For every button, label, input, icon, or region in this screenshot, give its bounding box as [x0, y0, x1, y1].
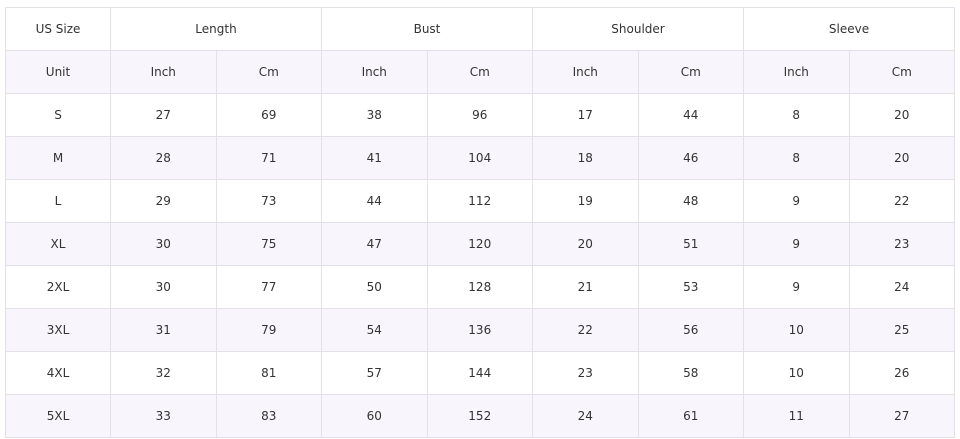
value-cell: 31 [110, 308, 217, 352]
unit-cell: Cm [848, 50, 955, 94]
value-cell: 53 [637, 265, 744, 309]
value-cell: 17 [532, 93, 639, 137]
value-cell: 9 [743, 222, 850, 266]
value-cell: 38 [321, 93, 428, 137]
value-cell: 47 [321, 222, 428, 266]
table-row: 3XL 31 79 54 136 22 56 10 25 [5, 308, 955, 352]
size-cell: M [5, 136, 111, 180]
value-cell: 48 [637, 179, 744, 223]
value-cell: 28 [110, 136, 217, 180]
value-cell: 44 [321, 179, 428, 223]
size-chart-table: US Size Length Bust Shoulder Sleeve Unit… [5, 7, 955, 438]
length-header: Length [110, 7, 322, 51]
value-cell: 112 [426, 179, 533, 223]
table-row: 4XL 32 81 57 144 23 58 10 26 [5, 351, 955, 395]
value-cell: 83 [215, 394, 322, 438]
value-cell: 20 [848, 93, 955, 137]
value-cell: 24 [532, 394, 639, 438]
size-cell: 2XL [5, 265, 111, 309]
table-row: S 27 69 38 96 17 44 8 20 [5, 93, 955, 137]
unit-cell: Cm [637, 50, 744, 94]
value-cell: 58 [637, 351, 744, 395]
unit-cell: Inch [110, 50, 217, 94]
unit-cell: Cm [215, 50, 322, 94]
value-cell: 10 [743, 308, 850, 352]
value-cell: 128 [426, 265, 533, 309]
value-cell: 81 [215, 351, 322, 395]
value-cell: 44 [637, 93, 744, 137]
unit-row: Unit Inch Cm Inch Cm Inch Cm Inch Cm [5, 50, 955, 94]
value-cell: 30 [110, 265, 217, 309]
value-cell: 46 [637, 136, 744, 180]
size-cell: S [5, 93, 111, 137]
value-cell: 9 [743, 179, 850, 223]
table-row: M 28 71 41 104 18 46 8 20 [5, 136, 955, 180]
table-row: 5XL 33 83 60 152 24 61 11 27 [5, 394, 955, 438]
unit-cell: Inch [532, 50, 639, 94]
value-cell: 50 [321, 265, 428, 309]
value-cell: 20 [532, 222, 639, 266]
value-cell: 11 [743, 394, 850, 438]
value-cell: 10 [743, 351, 850, 395]
header-row: US Size Length Bust Shoulder Sleeve [5, 7, 955, 51]
size-cell: 4XL [5, 351, 111, 395]
size-cell: 5XL [5, 394, 111, 438]
value-cell: 73 [215, 179, 322, 223]
value-cell: 18 [532, 136, 639, 180]
value-cell: 75 [215, 222, 322, 266]
size-cell: 3XL [5, 308, 111, 352]
value-cell: 104 [426, 136, 533, 180]
value-cell: 144 [426, 351, 533, 395]
value-cell: 8 [743, 93, 850, 137]
value-cell: 33 [110, 394, 217, 438]
table-row: 2XL 30 77 50 128 21 53 9 24 [5, 265, 955, 309]
value-cell: 21 [532, 265, 639, 309]
bust-header: Bust [321, 7, 533, 51]
value-cell: 20 [848, 136, 955, 180]
value-cell: 8 [743, 136, 850, 180]
value-cell: 26 [848, 351, 955, 395]
size-cell: L [5, 179, 111, 223]
value-cell: 69 [215, 93, 322, 137]
value-cell: 27 [110, 93, 217, 137]
value-cell: 120 [426, 222, 533, 266]
size-cell: XL [5, 222, 111, 266]
value-cell: 57 [321, 351, 428, 395]
value-cell: 152 [426, 394, 533, 438]
value-cell: 27 [848, 394, 955, 438]
sleeve-header: Sleeve [743, 7, 955, 51]
value-cell: 96 [426, 93, 533, 137]
value-cell: 19 [532, 179, 639, 223]
value-cell: 61 [637, 394, 744, 438]
value-cell: 32 [110, 351, 217, 395]
value-cell: 77 [215, 265, 322, 309]
value-cell: 54 [321, 308, 428, 352]
value-cell: 60 [321, 394, 428, 438]
value-cell: 25 [848, 308, 955, 352]
value-cell: 9 [743, 265, 850, 309]
value-cell: 41 [321, 136, 428, 180]
value-cell: 30 [110, 222, 217, 266]
table-row: L 29 73 44 112 19 48 9 22 [5, 179, 955, 223]
value-cell: 23 [532, 351, 639, 395]
value-cell: 29 [110, 179, 217, 223]
value-cell: 51 [637, 222, 744, 266]
unit-label: Unit [5, 50, 111, 94]
us-size-header: US Size [5, 7, 111, 51]
shoulder-header: Shoulder [532, 7, 744, 51]
value-cell: 24 [848, 265, 955, 309]
value-cell: 79 [215, 308, 322, 352]
value-cell: 56 [637, 308, 744, 352]
value-cell: 22 [848, 179, 955, 223]
value-cell: 71 [215, 136, 322, 180]
unit-cell: Inch [321, 50, 428, 94]
value-cell: 22 [532, 308, 639, 352]
unit-cell: Cm [426, 50, 533, 94]
table-row: XL 30 75 47 120 20 51 9 23 [5, 222, 955, 266]
value-cell: 23 [848, 222, 955, 266]
value-cell: 136 [426, 308, 533, 352]
unit-cell: Inch [743, 50, 850, 94]
